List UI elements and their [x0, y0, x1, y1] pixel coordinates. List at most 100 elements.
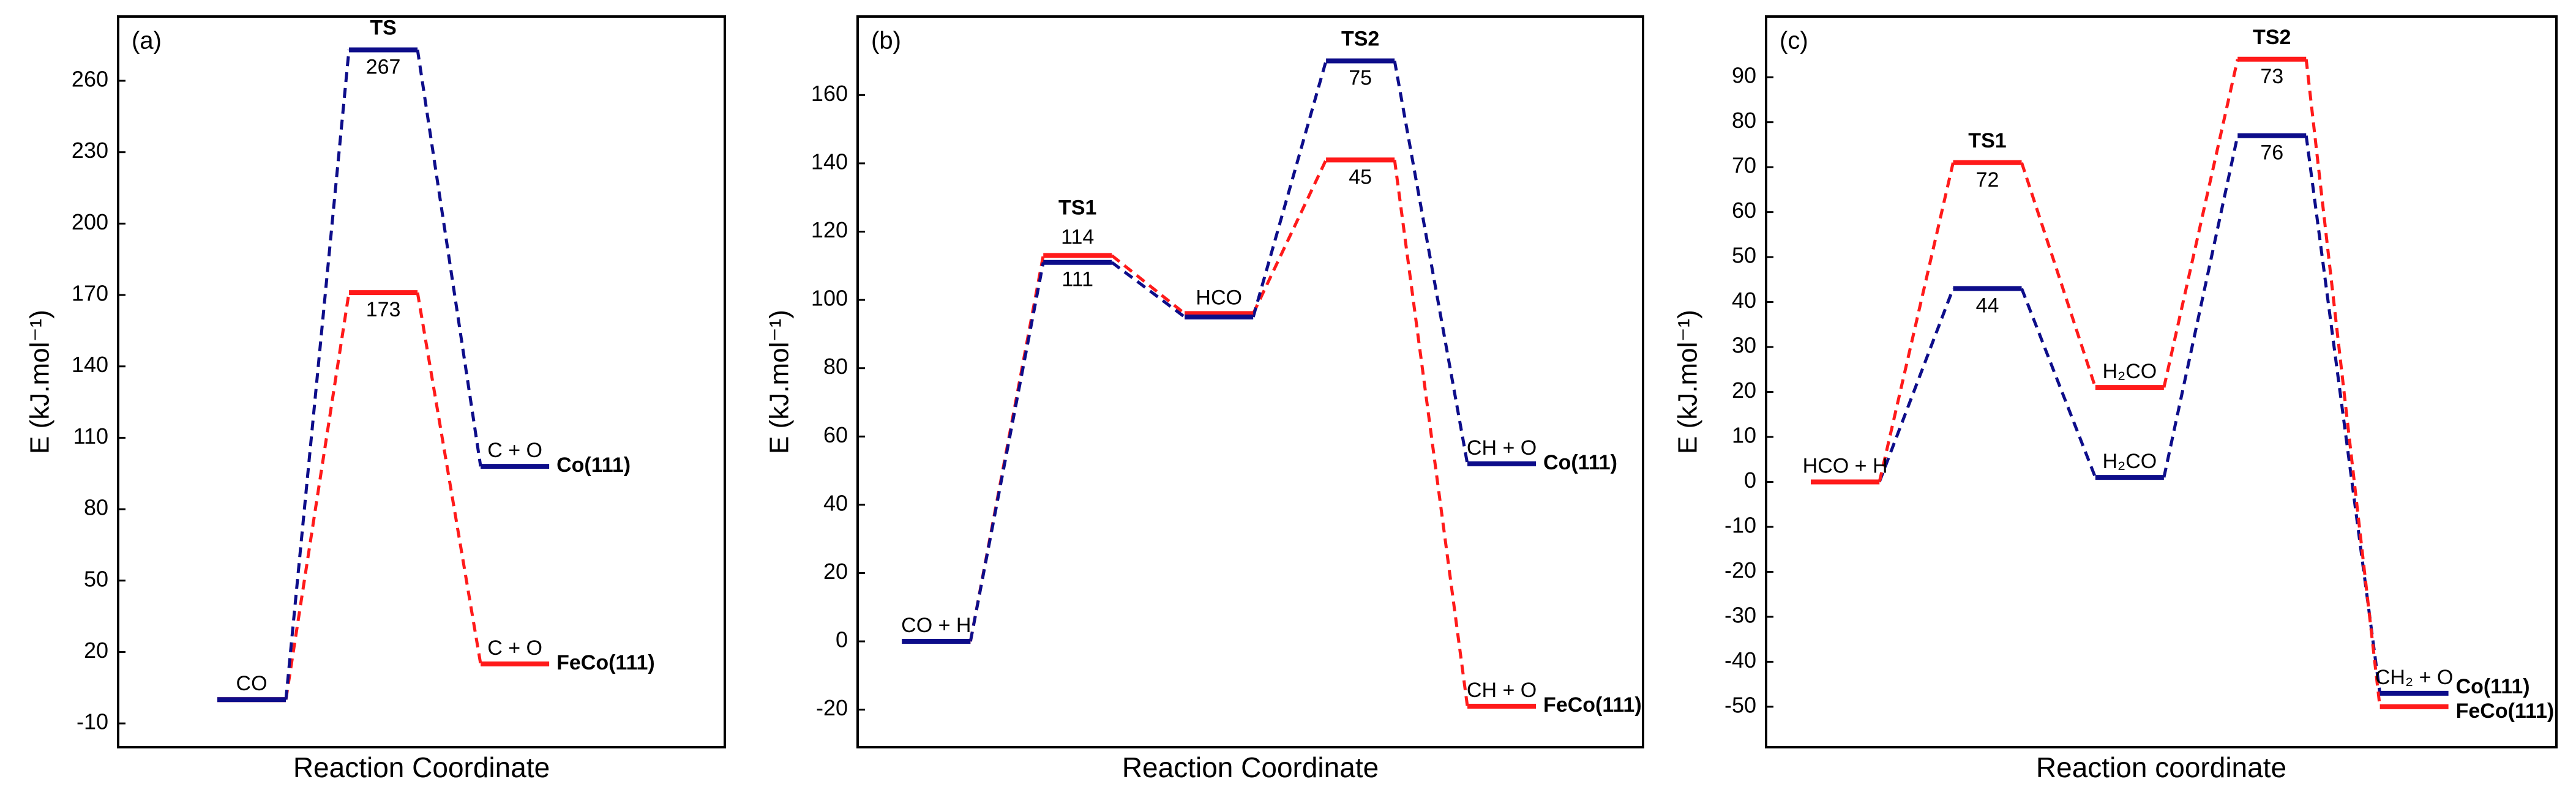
legend-label: FeCo(111) — [556, 651, 655, 674]
x-axis-label: Reaction coordinate — [2036, 751, 2286, 783]
y-tick-label: 160 — [811, 81, 848, 106]
panel-title: (a) — [132, 28, 162, 54]
y-tick-label: 140 — [811, 149, 848, 174]
connector — [1393, 160, 1469, 707]
level-label: H₂CO — [2102, 450, 2157, 473]
stage-title: TS2 — [1341, 28, 1379, 51]
y-tick-label: 40 — [1732, 288, 1756, 313]
y-tick-label: 20 — [84, 638, 108, 663]
y-tick-label: 70 — [1732, 153, 1756, 178]
connector — [1251, 159, 1328, 315]
level-label: C + O — [487, 636, 542, 660]
level-label: HCO — [1196, 286, 1242, 309]
x-axis-label: Reaction Coordinate — [1122, 751, 1379, 783]
level-label: H₂CO — [2102, 360, 2157, 383]
barrier-label: 76 — [2260, 141, 2283, 165]
y-tick-label: 100 — [811, 286, 848, 311]
barrier-label: 73 — [2260, 65, 2283, 88]
connector — [1110, 261, 1186, 318]
stage-title: TS1 — [1058, 196, 1096, 220]
y-tick-label: 80 — [823, 354, 848, 379]
connector — [2162, 135, 2239, 478]
connector — [1393, 61, 1469, 464]
y-tick-label: 0 — [1744, 468, 1756, 493]
y-tick-label: 140 — [72, 352, 108, 377]
legend-label: FeCo(111) — [1543, 693, 1642, 717]
y-tick-label: -30 — [1724, 602, 1756, 627]
y-tick-label: 50 — [84, 566, 108, 591]
y-tick-label: 20 — [1732, 378, 1756, 403]
barrier-label: 173 — [366, 298, 401, 321]
connector — [416, 50, 482, 467]
connector — [1878, 288, 1955, 483]
y-tick-label: 90 — [1732, 63, 1756, 88]
connector — [968, 262, 1045, 642]
y-tick-label: 230 — [72, 138, 108, 163]
level-label: CH + O — [1467, 679, 1537, 702]
stage-title: TS — [370, 16, 396, 39]
level-label: CH₂ + O — [2375, 666, 2454, 689]
y-tick-label: 60 — [1732, 198, 1756, 223]
y-tick-label: 260 — [72, 67, 108, 92]
stage-title: TS1 — [1968, 129, 2006, 152]
panel-title: (c) — [1780, 28, 1808, 54]
y-tick-label: -40 — [1724, 647, 1756, 673]
connector — [1110, 254, 1186, 315]
plot-frame — [117, 15, 726, 748]
y-tick-label: -10 — [1724, 512, 1756, 537]
level-label: C + O — [487, 439, 542, 462]
barrier-label: 44 — [1976, 294, 1999, 318]
x-axis-label: Reaction Coordinate — [293, 751, 550, 783]
connector — [2020, 288, 2097, 479]
y-tick-label: 200 — [72, 209, 108, 234]
connector — [2304, 59, 2382, 707]
level-label: CO + H — [901, 614, 971, 637]
y-axis-label: E (kJ.mol⁻¹) — [765, 310, 795, 454]
y-tick-label: 110 — [73, 423, 108, 449]
y-tick-label: 0 — [836, 627, 848, 652]
y-tick-label: 30 — [1732, 333, 1756, 358]
connector — [284, 292, 351, 700]
connector — [1251, 60, 1328, 318]
level-label: CO — [236, 672, 268, 695]
barrier-label: 114 — [1061, 226, 1094, 249]
plot-frame — [856, 15, 1644, 748]
y-tick-label: 80 — [84, 495, 108, 520]
y-tick-label: -10 — [77, 709, 108, 734]
connector — [2304, 135, 2382, 694]
barrier-label: 72 — [1976, 168, 1999, 192]
connector — [2162, 59, 2239, 388]
legend-label: Co(111) — [1543, 451, 1617, 474]
y-tick-label: 40 — [823, 490, 848, 515]
level-label: CH + O — [1467, 436, 1537, 460]
legend-label: Co(111) — [556, 453, 631, 477]
y-tick-label: -50 — [1724, 692, 1756, 717]
connector — [284, 50, 351, 700]
stage-title: TS2 — [2253, 26, 2291, 49]
y-tick-label: 60 — [823, 422, 848, 447]
y-tick-label: -20 — [816, 695, 848, 720]
y-tick-label: 20 — [823, 559, 848, 584]
y-tick-label: 120 — [811, 217, 848, 242]
y-tick-label: 80 — [1732, 108, 1756, 133]
connector — [1878, 162, 1955, 483]
legend-label: Co(111) — [2456, 675, 2530, 698]
legend-label: FeCo(111) — [2456, 699, 2555, 723]
connector — [416, 292, 482, 665]
connector — [2020, 162, 2097, 388]
y-tick-label: -20 — [1724, 557, 1756, 583]
plot-frame — [1765, 15, 2558, 748]
barrier-label: 111 — [1061, 268, 1093, 291]
panel-title: (b) — [871, 28, 901, 54]
y-tick-label: 10 — [1732, 423, 1756, 448]
y-tick-label: 50 — [1732, 243, 1756, 268]
y-axis-label: E (kJ.mol⁻¹) — [1673, 310, 1703, 454]
y-tick-label: 170 — [72, 281, 108, 306]
barrier-label: 267 — [366, 55, 401, 78]
level-label: HCO + H — [1803, 454, 1888, 477]
barrier-label: 75 — [1349, 67, 1372, 90]
y-axis-label: E (kJ.mol⁻¹) — [25, 310, 55, 454]
barrier-label: 45 — [1349, 165, 1372, 188]
